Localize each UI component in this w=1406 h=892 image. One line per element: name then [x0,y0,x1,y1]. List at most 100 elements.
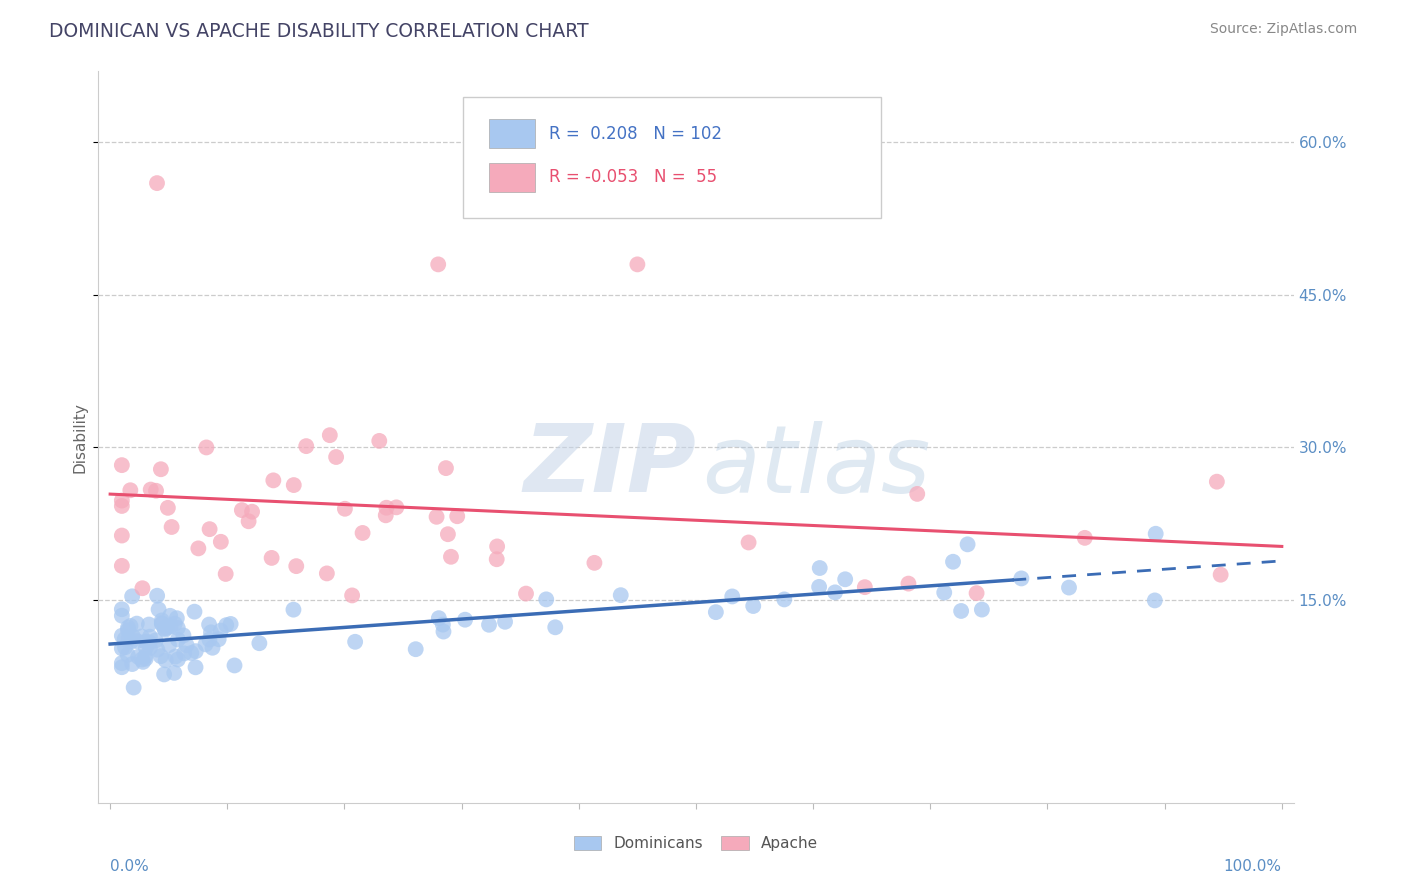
Point [626,257,648,271]
Point [742,599,765,613]
Point [122,630,145,644]
Point [111,641,134,656]
Point [122,681,145,695]
Y-axis label: Disability: Disability [73,401,87,473]
Point [131,630,153,644]
Text: Source: ZipAtlas.com: Source: ZipAtlas.com [1209,22,1357,37]
Point [283,478,305,492]
Point [440,549,463,564]
Point [536,592,558,607]
Point [166,652,188,666]
Point [150,617,173,632]
Point [808,561,831,575]
Point [405,642,427,657]
Point [905,487,928,501]
Point [1074,531,1097,545]
Point [427,611,450,625]
Point [485,552,508,566]
Point [544,620,567,634]
Point [153,667,176,681]
Point [166,621,188,635]
Point [135,640,157,655]
Point [111,528,134,542]
Point [111,660,134,674]
Point [201,640,224,655]
Point [167,632,190,647]
Point [704,605,727,619]
Point [295,439,318,453]
Legend: Dominicans, Apache: Dominicans, Apache [568,830,824,857]
Point [808,580,831,594]
Point [117,648,139,662]
Text: atlas: atlas [702,421,931,512]
Point [117,621,139,635]
Point [1143,593,1166,607]
Point [454,613,477,627]
Point [208,632,231,647]
Point [486,540,509,554]
Point [283,602,305,616]
Point [166,611,188,625]
Point [111,629,134,643]
Point [155,653,177,667]
Point [319,428,342,442]
Point [163,616,186,631]
Point [145,483,167,498]
Text: R = -0.053   N =  55: R = -0.053 N = 55 [548,169,717,186]
Point [139,640,162,655]
Point [942,555,965,569]
Point [121,657,143,671]
Point [135,634,157,648]
Point [138,635,160,649]
Point [427,257,450,271]
Point [773,592,796,607]
Point [219,616,242,631]
Point [195,441,218,455]
Point [240,505,263,519]
Point [150,616,173,631]
Point [132,655,155,669]
Point [155,621,177,635]
Point [111,656,134,670]
Point [260,550,283,565]
Point [209,534,232,549]
Point [157,638,180,652]
Point [114,632,136,647]
Point [125,616,148,631]
Text: ZIP: ZIP [523,420,696,512]
Point [1144,526,1167,541]
Point [352,525,374,540]
Point [215,618,238,632]
Point [1205,475,1227,489]
Point [163,665,186,680]
Point [120,483,142,498]
Point [344,635,367,649]
Point [434,461,457,475]
Point [131,581,153,595]
Point [198,632,221,647]
Point [834,572,856,586]
Point [194,637,217,651]
Point [262,474,284,488]
Point [970,602,993,616]
Point [145,633,167,648]
FancyBboxPatch shape [463,97,882,218]
Point [247,636,270,650]
Point [432,617,454,632]
Point [111,602,134,616]
Point [368,434,391,448]
Point [1010,571,1032,585]
Point [121,590,143,604]
Point [721,590,744,604]
Point [146,176,169,190]
Point [1209,567,1232,582]
Point [172,628,194,642]
Point [176,638,198,652]
Point [583,556,606,570]
Point [150,614,173,628]
Point [187,541,209,556]
Point [385,500,408,515]
Point [146,642,169,657]
Point [224,658,246,673]
Point [111,499,134,513]
